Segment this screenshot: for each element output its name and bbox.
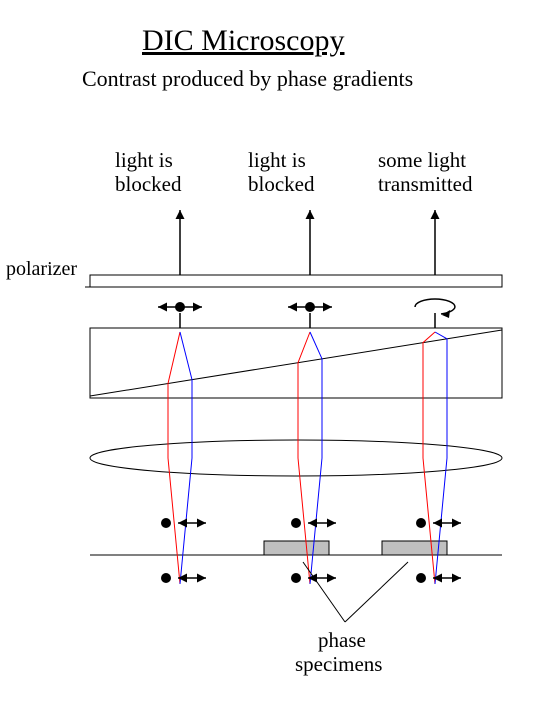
diagram-stage: DIC Microscopy Contrast produced by phas… [0,0,540,720]
